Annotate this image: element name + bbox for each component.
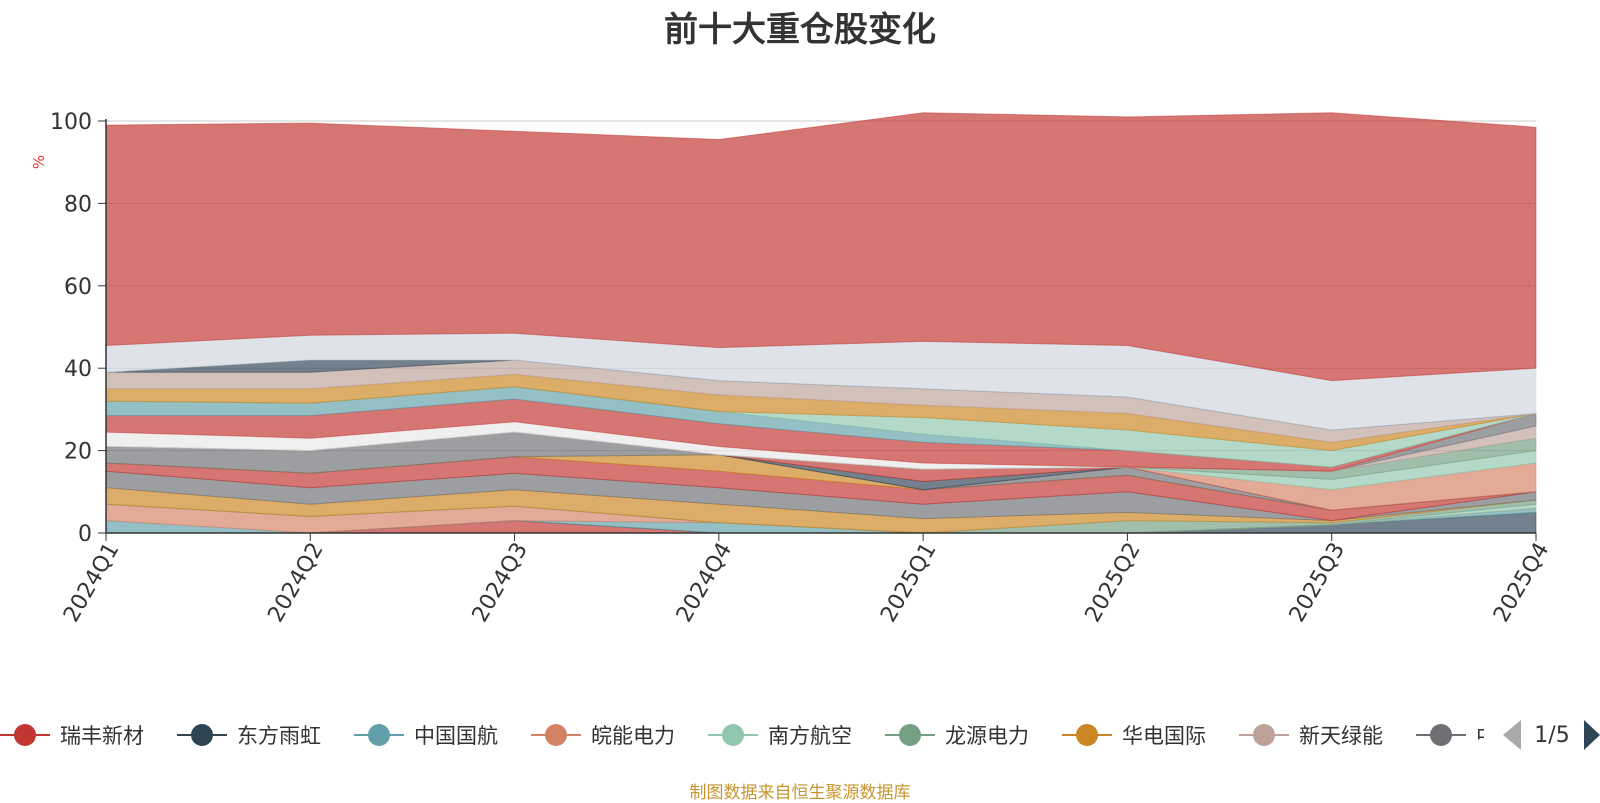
- legend-item[interactable]: 瑞丰新材: [0, 724, 144, 748]
- x-tick-label: 2025Q4: [1489, 539, 1554, 627]
- legend-item[interactable]: 中国国航: [354, 724, 498, 748]
- legend-label: 中国国航: [414, 724, 498, 748]
- legend-label: 中国神华: [1476, 724, 1560, 748]
- legend-item[interactable]: 南方航空: [708, 724, 852, 748]
- x-tick-label: 2025Q1: [876, 539, 941, 627]
- y-tick-label: 100: [50, 110, 92, 135]
- x-tick-label: 2024Q3: [468, 539, 533, 627]
- x-tick-label: 2025Q2: [1081, 539, 1146, 627]
- legend-label: 华电国际: [1122, 724, 1206, 748]
- legend-item[interactable]: 东方雨虹: [177, 724, 321, 748]
- legend-items: 瑞丰新材 东方雨虹 中国国航 皖能电力 南方航空 龙源电力 华电国际 新天绿能 中国神华: [0, 724, 1560, 748]
- y-tick-label: 80: [64, 192, 92, 217]
- y-tick-label: 40: [64, 357, 92, 382]
- legend-next-icon[interactable]: [1584, 720, 1600, 750]
- legend-marker: [722, 724, 744, 746]
- legend-item[interactable]: 皖能电力: [531, 724, 675, 748]
- x-tick-label: 2025Q3: [1285, 539, 1350, 627]
- x-tick-label: 2024Q2: [263, 539, 328, 627]
- y-tick-label: 0: [78, 522, 92, 547]
- legend-label: 皖能电力: [591, 724, 675, 748]
- stacked-areas: [105, 112, 1537, 534]
- legend-label: 瑞丰新材: [60, 724, 144, 748]
- y-tick-label: 60: [64, 275, 92, 300]
- area-series-27: [105, 112, 1537, 382]
- legend-label: 新天绿能: [1299, 724, 1383, 748]
- legend-marker: [545, 724, 567, 746]
- legend-marker: [899, 724, 921, 746]
- legend: 瑞丰新材 东方雨虹 中国国航 皖能电力 南方航空 龙源电力 华电国际 新天绿能 中国神华1/5: [0, 720, 1600, 750]
- legend-marker: [1253, 724, 1275, 746]
- legend-item[interactable]: 中国神华: [1416, 724, 1560, 748]
- legend-label: 南方航空: [768, 724, 852, 748]
- legend-marker: [1076, 724, 1098, 746]
- legend-prev-icon[interactable]: [1503, 720, 1521, 750]
- x-tick-label: 2024Q4: [672, 539, 737, 627]
- legend-label: 龙源电力: [945, 724, 1029, 748]
- legend-marker: [1430, 724, 1452, 746]
- legend-item[interactable]: 龙源电力: [885, 724, 1029, 748]
- y-axis-label: %: [30, 155, 48, 169]
- y-tick-label: 20: [64, 440, 92, 465]
- legend-marker: [368, 724, 390, 746]
- legend-label: 东方雨虹: [237, 724, 321, 748]
- legend-item[interactable]: 华电国际: [1062, 724, 1206, 748]
- source-note: 制图数据来自恒生聚源数据库: [689, 783, 911, 803]
- legend-page-indicator: 1/5: [1534, 723, 1569, 748]
- chart-title: 前十大重仓股变化: [664, 10, 936, 50]
- legend-item[interactable]: 新天绿能: [1239, 724, 1383, 748]
- x-tick-label: 2024Q1: [59, 539, 124, 627]
- legend-marker: [14, 724, 36, 746]
- legend-marker: [191, 724, 213, 746]
